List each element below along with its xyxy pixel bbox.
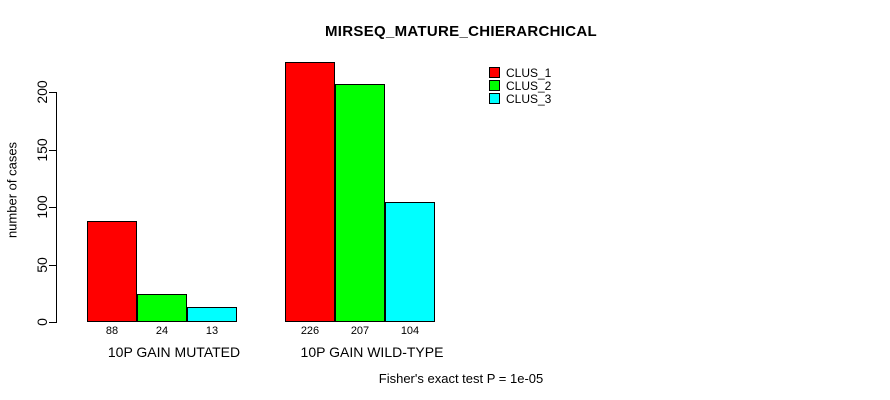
bar-value-label: 104: [400, 325, 420, 337]
bar-clus_2-1: [137, 294, 187, 322]
category-label: 10P GAIN WILD-TYPE: [300, 344, 444, 360]
y-axis-tick-label: 50: [34, 256, 50, 273]
y-axis-tick: [49, 149, 56, 151]
y-axis-tick-label: 100: [34, 195, 50, 219]
bar-clus_3-1: [187, 307, 237, 322]
footnote: Fisher's exact test P = 1e-05: [378, 371, 544, 386]
y-axis-title: number of cases: [4, 141, 20, 239]
legend-label: CLUS_3: [506, 91, 552, 106]
legend: CLUS_1 CLUS_2 CLUS_3: [489, 65, 552, 106]
bar-clus_2-2: [335, 84, 385, 322]
y-axis-tick: [49, 92, 56, 93]
bar-clus_1-1: [87, 221, 137, 322]
bar-value-label: 226: [300, 325, 320, 337]
y-axis-line: [56, 92, 57, 323]
y-axis-tick: [49, 322, 56, 323]
bar-value-label: 88: [105, 325, 119, 337]
category-label: 10P GAIN MUTATED: [107, 344, 241, 360]
bar-value-label: 207: [350, 325, 370, 337]
y-axis-tick: [49, 264, 56, 266]
legend-swatch-clus_3: [489, 93, 500, 104]
legend-swatch-clus_1: [489, 67, 500, 78]
legend-swatch-clus_2: [489, 80, 500, 91]
y-axis-tick-label: 150: [34, 137, 50, 162]
y-axis-tick-label: 0: [34, 318, 50, 326]
legend-item-clus_3: CLUS_3: [489, 91, 552, 106]
bar-value-label: 13: [205, 325, 219, 337]
y-axis-tick: [49, 207, 56, 208]
bar-value-label: 24: [155, 325, 169, 337]
bar-clus_1-2: [285, 62, 335, 322]
chart-title: MIRSEQ_MATURE_CHIERARCHICAL: [325, 23, 597, 40]
legend-label: CLUS_1: [506, 65, 552, 80]
legend-item-clus_2: CLUS_2: [489, 78, 552, 93]
y-axis-tick-label: 200: [34, 80, 50, 104]
bar-clus_3-2: [385, 202, 435, 322]
legend-item-clus_1: CLUS_1: [489, 65, 552, 80]
legend-label: CLUS_2: [506, 78, 552, 93]
